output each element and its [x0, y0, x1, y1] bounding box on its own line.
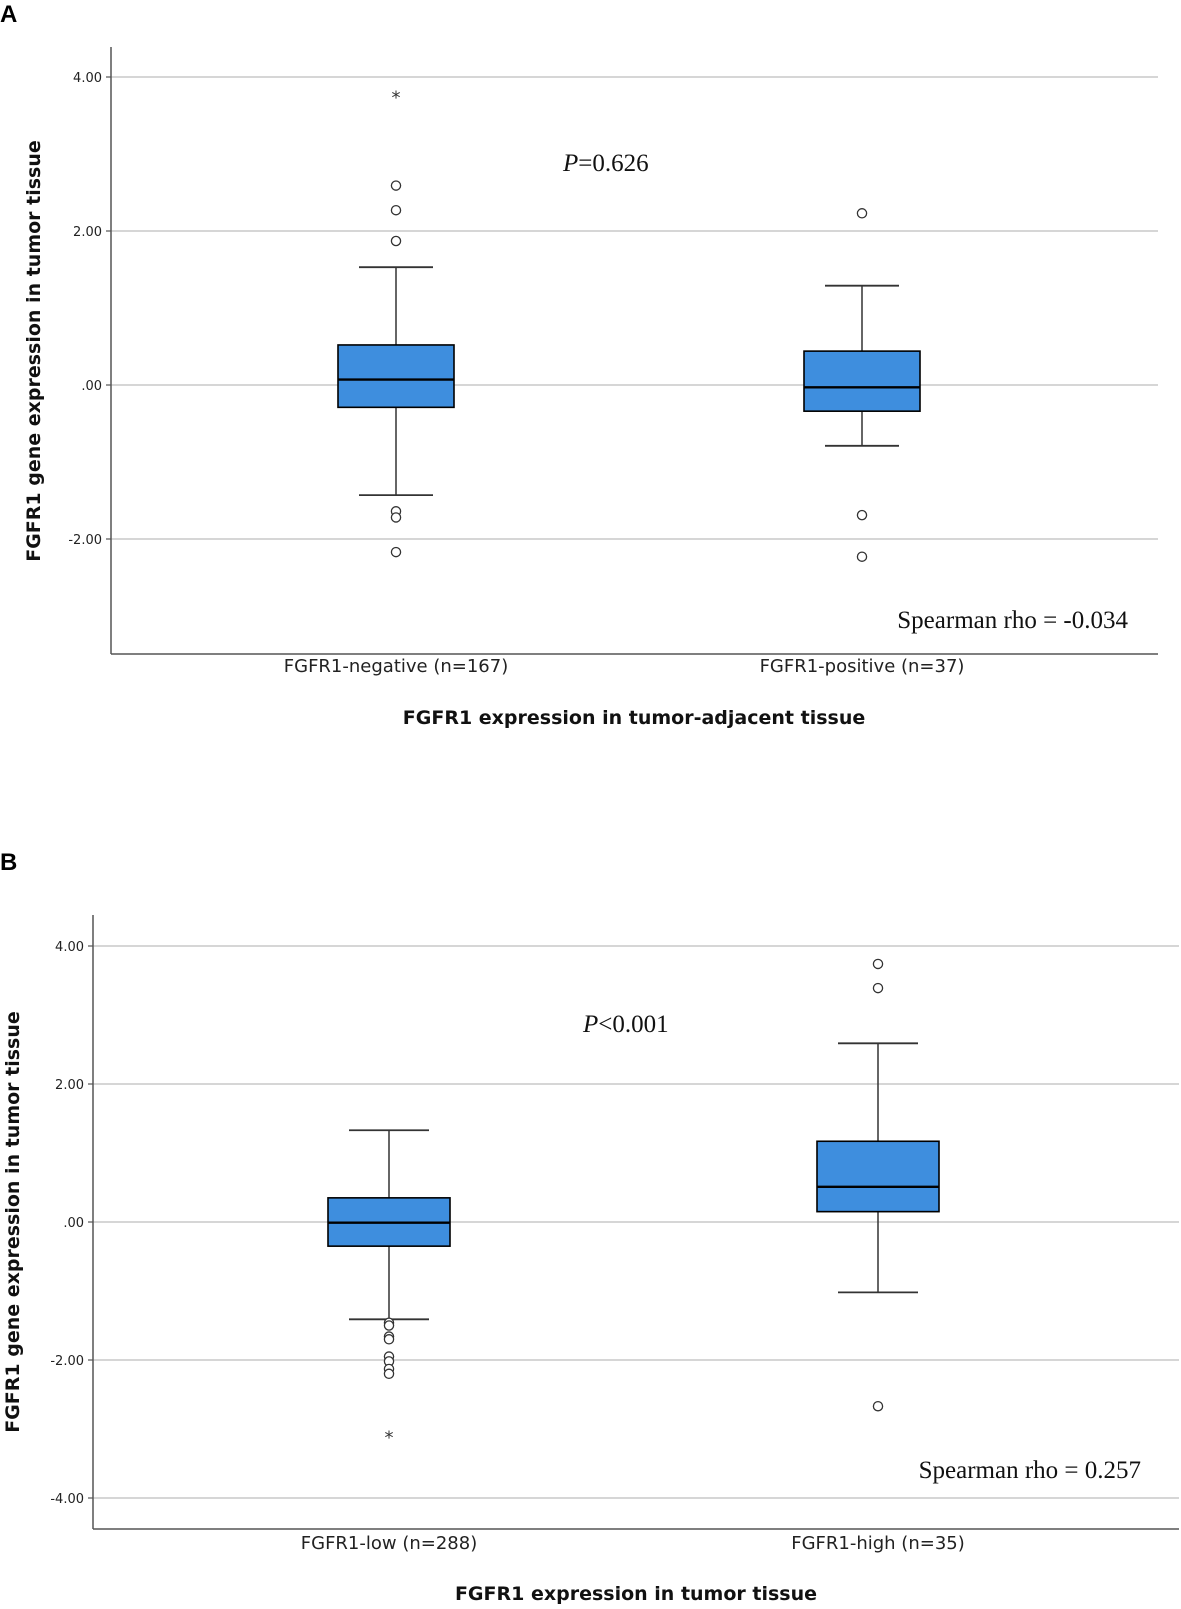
outlier-point [383, 1368, 395, 1380]
outlier-point [872, 982, 884, 994]
panel-a-p-italic: P [562, 150, 578, 177]
outlier-point [856, 208, 868, 219]
panel-a-y-axis-title: FGFR1 gene expression in tumor tissue [23, 140, 45, 562]
y-tick-label: 2.00 [73, 225, 102, 240]
panel-a-letter: A [0, 1, 17, 28]
outlier-point [383, 1334, 395, 1345]
panel-a-spearman-rho: Spearman rho = -0.034 [897, 607, 1128, 634]
panel-a-gridlines [111, 76, 1158, 540]
category-label: FGFR1-low (n=288) [301, 1533, 477, 1554]
y-tick-label: 4.00 [55, 940, 84, 955]
y-tick-label: -2.00 [50, 1354, 84, 1369]
iqr-box [337, 344, 455, 409]
y-tick-label: -4.00 [50, 1492, 84, 1507]
outlier-point [383, 1320, 395, 1331]
outlier-point [872, 1400, 884, 1412]
panel-b-categories: FGFR1-low (n=288) FGFR1-high (n=35) [301, 1533, 965, 1554]
outlier-point [856, 551, 868, 562]
box-group: * [337, 87, 455, 558]
extreme-point: * [385, 1428, 394, 1449]
outlier-point [390, 180, 402, 191]
outlier-point [856, 509, 868, 521]
panel-a: A 4.00 2.00 .00 -2.00 * FGFR1-negative (n=1… [0, 1, 1158, 729]
outlier-point [390, 512, 402, 523]
panel-b-x-axis-title: FGFR1 expression in tumor tissue [455, 1583, 817, 1605]
category-label: FGFR1-high (n=35) [791, 1533, 965, 1554]
panel-b-p-text: <0.001 [598, 1011, 668, 1038]
category-label: FGFR1-negative (n=167) [284, 656, 508, 677]
panel-b-boxes: * [327, 958, 940, 1449]
box-group: * [327, 1129, 451, 1449]
panel-b-y-ticks: 4.00 2.00 .00 -2.00 -4.00 [50, 940, 93, 1507]
panel-a-p-text: =0.626 [578, 150, 648, 177]
category-label: FGFR1-positive (n=37) [760, 656, 965, 677]
box-group [816, 958, 940, 1412]
outlier-point [390, 546, 402, 558]
panel-a-categories: FGFR1-negative (n=167) FGFR1-positive (n=… [284, 656, 965, 677]
y-tick-label: .00 [63, 1216, 84, 1231]
y-tick-label: .00 [81, 379, 102, 394]
iqr-box [803, 350, 921, 412]
y-tick-label: 4.00 [73, 71, 102, 86]
y-tick-label: 2.00 [55, 1078, 84, 1093]
outlier-point [872, 958, 884, 970]
panel-a-boxes: * [337, 87, 921, 562]
panel-b: B 4.00 2.00 .00 -2.00 -4.00 * FGFR1-low (n=2… [0, 849, 1179, 1605]
panel-a-p-value: P=0.626 [562, 150, 649, 177]
panel-b-p-italic: P [582, 1011, 598, 1038]
y-tick-label: -2.00 [68, 533, 102, 548]
extreme-point: * [392, 87, 401, 108]
panel-b-gridlines [93, 945, 1179, 1499]
panel-a-y-ticks: 4.00 2.00 .00 -2.00 [68, 71, 111, 548]
outlier-point [390, 204, 402, 216]
iqr-box [816, 1140, 940, 1213]
panel-b-spearman-rho: Spearman rho = 0.257 [919, 1457, 1141, 1484]
panel-b-p-value: P<0.001 [582, 1011, 669, 1038]
outlier-point [390, 235, 402, 247]
box-group [803, 208, 921, 562]
panel-b-letter: B [0, 849, 17, 876]
panel-a-x-axis-title: FGFR1 expression in tumor-adjacent tissu… [403, 707, 865, 729]
panel-b-y-axis-title: FGFR1 gene expression in tumor tissue [2, 1011, 24, 1433]
